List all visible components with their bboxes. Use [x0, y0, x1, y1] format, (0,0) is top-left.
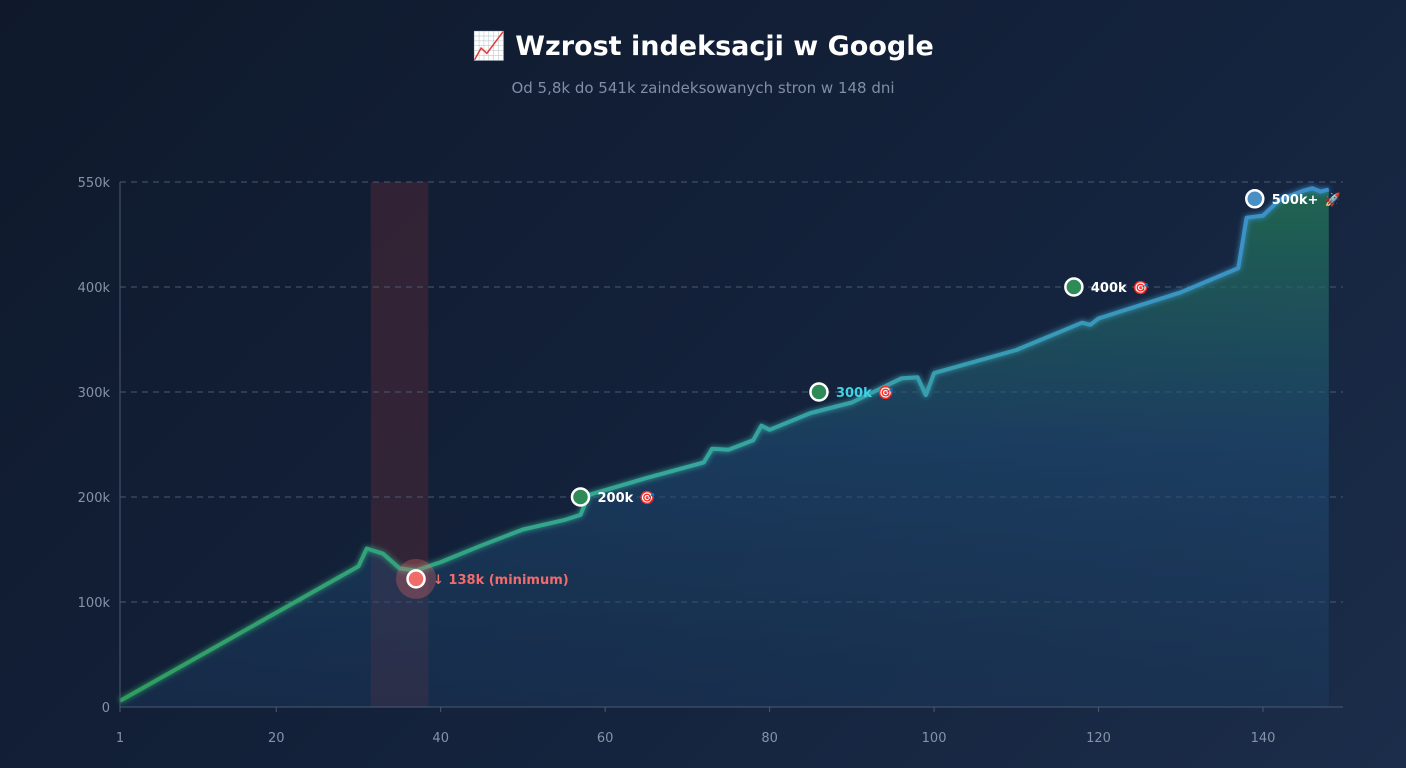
milestone-label: 300k	[836, 386, 872, 401]
milestone-label: ↓ 138k (minimum)	[433, 573, 569, 588]
x-tick-label: 60	[597, 731, 614, 746]
target-icon: 🎯	[1133, 280, 1149, 296]
milestone-marker	[1064, 277, 1084, 297]
x-tick-label: 100	[922, 731, 947, 746]
x-tick-label: 20	[268, 731, 285, 746]
x-tick-label: 40	[432, 731, 449, 746]
series-line	[119, 186, 1330, 703]
x-tick-label: 120	[1086, 731, 1111, 746]
milestone-label: 400k	[1091, 281, 1127, 296]
target-icon: 🎯	[878, 385, 894, 401]
target-icon: 🎯	[639, 490, 655, 506]
x-tick-label: 80	[761, 731, 778, 746]
y-tick-label: 100k	[78, 596, 111, 611]
rocket-icon: 🚀	[1324, 192, 1340, 208]
x-tick-label: 140	[1251, 731, 1276, 746]
y-tick-label: 300k	[78, 386, 111, 401]
milestone-label: 200k	[597, 491, 633, 506]
milestone-label: 500k+	[1272, 193, 1319, 208]
y-tick-label: 400k	[78, 281, 111, 296]
x-tick-label: 1	[116, 731, 124, 746]
milestone-marker	[1245, 189, 1265, 209]
y-tick-label: 200k	[78, 491, 111, 506]
y-tick-label: 0	[102, 701, 110, 716]
chart-title: 📈 Wzrost indeksacji w Google	[472, 31, 934, 62]
chart-subtitle: Od 5,8k do 541k zaindeksowanych stron w …	[511, 79, 895, 97]
y-tick-label: 550k	[78, 176, 111, 191]
milestone-marker	[570, 487, 591, 507]
milestone-marker	[406, 569, 426, 589]
milestone-marker	[809, 382, 829, 402]
